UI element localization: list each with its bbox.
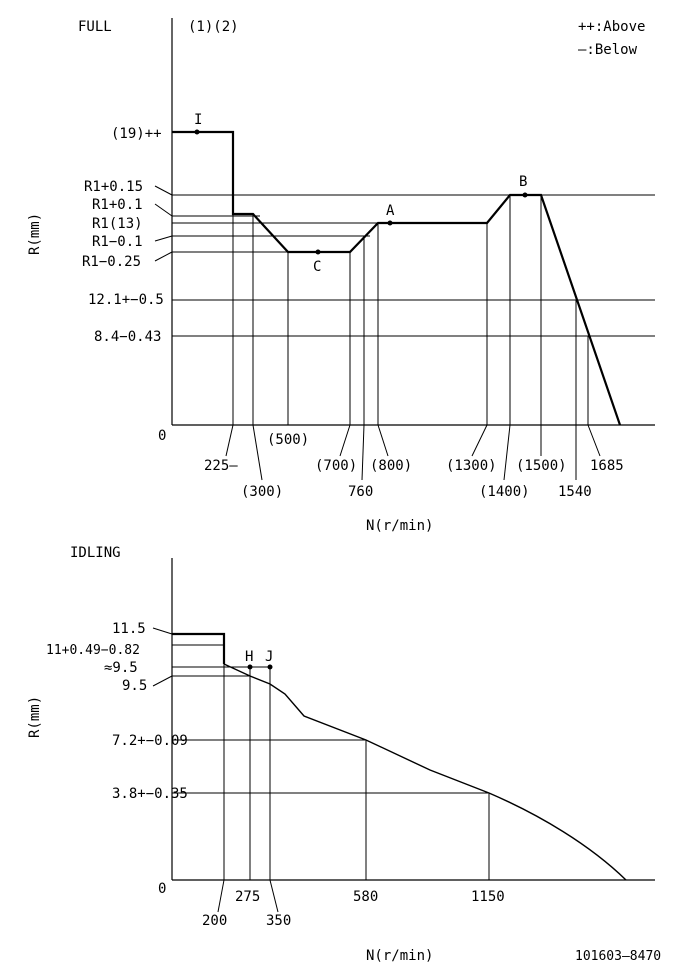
y-label-19: (19)++ [111,126,162,142]
full-curve [172,130,622,426]
idling-y-axis-title: R(mm) [27,696,43,738]
leader-800 [377,424,389,457]
point-a-label: A [386,203,395,219]
leader-300 [252,424,263,481]
full-chart-notes: (1)(2) [188,19,239,35]
idling-leader-350 [269,879,279,913]
full-chart-title: FULL [78,19,112,35]
x-label-225: 225— [204,458,238,474]
leader-11.5 [152,627,173,635]
point-j [267,664,273,670]
leader-760 [361,424,365,481]
point-i [194,129,200,135]
legend-above: ++:Above [578,19,645,35]
idling-y-label-7.2: 7.2+−0.09 [112,733,188,749]
x-label-500: (500) [267,432,309,448]
y-label-12.1: 12.1+−0.5 [88,292,164,308]
x-label-800: (800) [370,458,412,474]
idling-chart-title: IDLING [70,545,121,561]
idling-y-label-9.5: 9.5 [122,678,147,694]
idling-y-label-3.8: 3.8+−0.35 [112,786,188,802]
idling-curve [223,663,627,881]
full-x-axis-title: N(r/min) [366,518,433,534]
x-label-300: (300) [241,484,283,500]
leader-225 [225,424,234,457]
point-h [247,664,253,670]
x-label-700: (700) [315,458,357,474]
y-label-r1-minus-0.25: R1−0.25 [82,254,141,270]
x-label-760: 760 [348,484,373,500]
idling-y-label-approx-9.5: ≈9.5 [104,660,138,676]
full-y-zero: 0 [158,428,166,444]
idling-leader-200 [217,879,225,913]
y-label-r1-plus-0.15: R1+0.15 [84,179,143,195]
x-label-1685: 1685 [590,458,624,474]
idling-curve-flat [172,632,226,664]
point-c-label: C [313,259,321,275]
idling-x-label-275: 275 [235,889,260,905]
point-j-label: J [265,649,273,665]
leader-r1-minus-0.25 [154,251,173,262]
leader-1400 [503,424,511,481]
idling-x-label-350: 350 [266,913,291,929]
point-i-label: I [194,112,202,128]
leader-r1-minus-0.1 [154,235,173,242]
x-label-1500: (1500) [516,458,567,474]
point-c [315,249,321,255]
leader-r1-plus-0.1 [154,203,173,217]
full-y-axis-title: R(mm) [27,213,43,255]
idling-x-label-1150: 1150 [471,889,505,905]
leader-9.5 [152,675,173,687]
leader-r1-plus-0.15 [154,185,173,196]
y-label-r1-plus-0.1: R1+0.1 [92,197,143,213]
point-b-label: B [519,174,527,190]
x-label-1540: 1540 [558,484,592,500]
idling-y-label-11.5: 11.5 [112,621,146,637]
y-label-r1: R1(13) [92,216,143,232]
document-number: 101603–8470 [575,949,661,964]
legend-below: —:Below [578,42,638,58]
y-label-r1-minus-0.1: R1−0.1 [92,234,143,250]
x-label-1300: (1300) [446,458,497,474]
idling-y-label-11: 11+0.49−0.82 [46,643,140,658]
idling-x-label-580: 580 [353,889,378,905]
idling-y-zero: 0 [158,881,166,897]
idling-x-label-200: 200 [202,913,227,929]
point-b [522,192,528,198]
x-label-1400: (1400) [479,484,530,500]
idling-x-axis-title: N(r/min) [366,948,433,964]
point-h-label: H [245,649,253,665]
y-label-8.4: 8.4−0.43 [94,329,161,345]
leader-1300 [471,424,488,457]
leader-700 [339,424,351,457]
leader-1685 [587,424,601,457]
point-a [387,220,393,226]
